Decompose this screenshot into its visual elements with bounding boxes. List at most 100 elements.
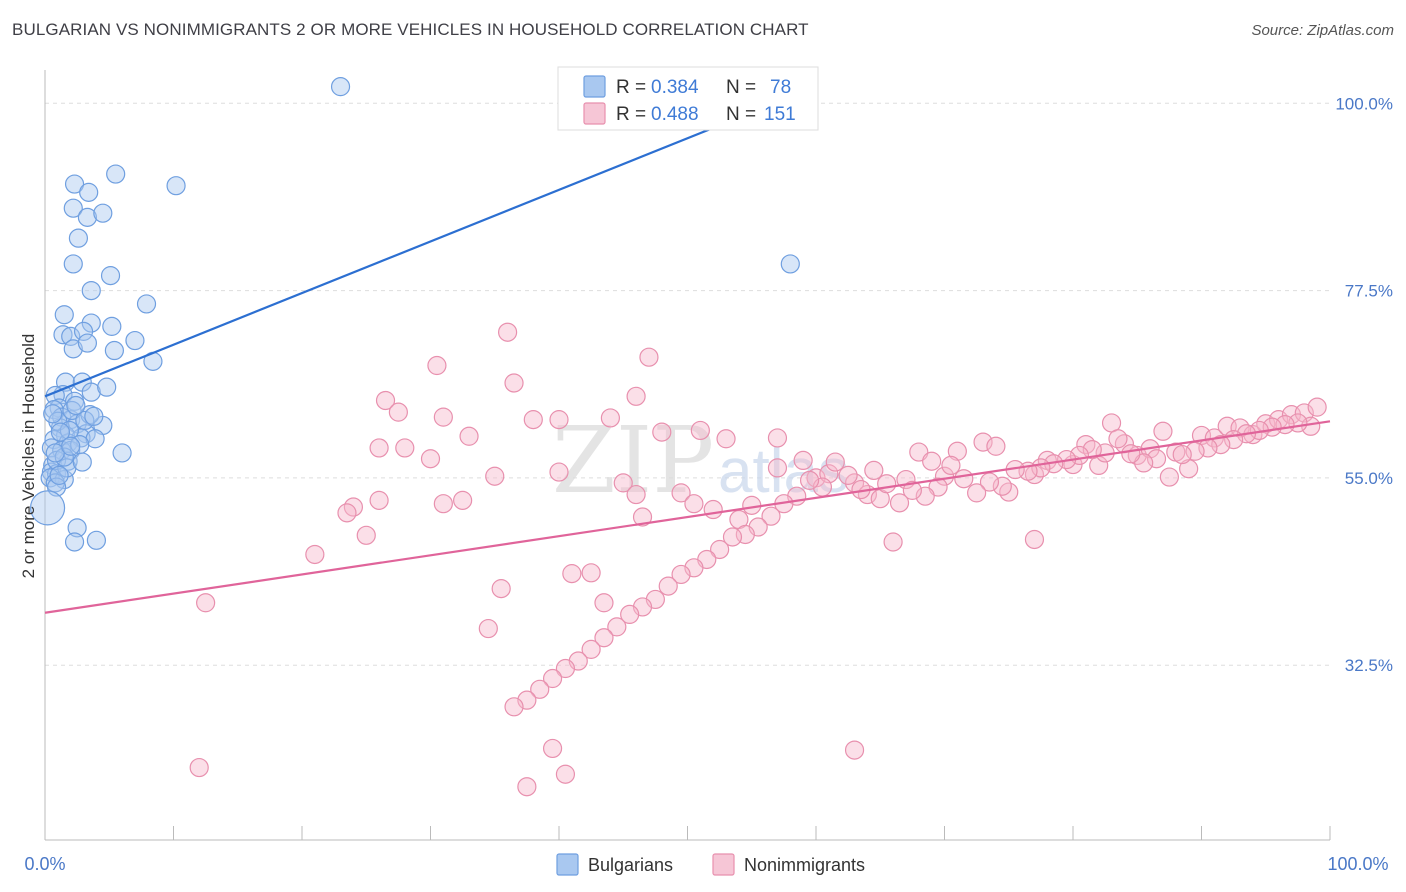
nonimmigrant-point bbox=[337, 503, 357, 523]
nonimmigrant-point bbox=[1153, 421, 1173, 441]
bulgarian-point bbox=[106, 164, 126, 184]
nonimmigrant-point bbox=[504, 697, 524, 717]
nonimmigrant-point bbox=[478, 618, 498, 639]
nonimmigrant-point bbox=[581, 563, 601, 583]
nonimmigrant-point bbox=[555, 658, 576, 679]
nonimmigrant-point bbox=[549, 462, 569, 482]
nonimmigrant-point bbox=[941, 455, 961, 476]
bulgarians-trend-line bbox=[44, 85, 817, 398]
nonimmigrant-point bbox=[877, 474, 897, 494]
nonimmigrant-point bbox=[498, 322, 518, 342]
nonimmigrant-point bbox=[542, 738, 563, 759]
nonimmigrant-point bbox=[581, 639, 601, 659]
nonimmigrant-point bbox=[491, 579, 511, 599]
nonimmigrant-point bbox=[594, 628, 614, 648]
nonimmigrant-point bbox=[710, 539, 730, 560]
nonimmigrant-point bbox=[934, 466, 955, 486]
nonimmigrant-point bbox=[883, 532, 903, 552]
nonimmigrant-point bbox=[767, 458, 788, 478]
bulgarian-point bbox=[49, 465, 69, 485]
source-label: Source: ZipAtlas.com bbox=[1251, 22, 1394, 39]
nonimmigrant-point bbox=[427, 355, 447, 376]
nonimmigrant-point bbox=[459, 426, 479, 446]
nonimmigrants-points bbox=[189, 322, 1327, 797]
nonimmigrant-point bbox=[967, 483, 987, 503]
nonimmigrant-point bbox=[620, 604, 640, 625]
x-tick-label-max: 100.0% bbox=[1327, 854, 1388, 874]
bottom-legend-label-bulgarians: Bulgarians bbox=[588, 855, 673, 875]
nonimmigrant-point bbox=[626, 386, 646, 406]
watermark: ZIP atlas bbox=[552, 407, 849, 514]
y-tick-label: 55.0% bbox=[1345, 469, 1393, 488]
nonimmigrant-point bbox=[420, 449, 441, 469]
legend-r-label-nonimmigrants: R = bbox=[616, 104, 646, 125]
y-tick-label: 32.5% bbox=[1345, 656, 1393, 675]
nonimmigrants-trend-line bbox=[44, 420, 1331, 614]
bulgarian-point bbox=[61, 326, 81, 346]
legend-n-value-nonimmigrants: 151 bbox=[764, 104, 796, 125]
bottom-legend-swatch-bulgarians bbox=[556, 853, 579, 876]
nonimmigrant-point bbox=[369, 438, 389, 458]
bulgarian-point bbox=[64, 174, 85, 194]
nonimmigrant-point bbox=[395, 438, 415, 458]
legend-r-label-bulgarians: R = bbox=[616, 77, 646, 98]
nonimmigrant-point bbox=[189, 757, 209, 778]
nonimmigrant-point bbox=[530, 679, 550, 699]
bottom-legend-label-nonimmigrants: Nonimmigrants bbox=[744, 855, 865, 875]
nonimmigrant-point bbox=[671, 483, 691, 503]
nonimmigrant-point bbox=[485, 466, 505, 486]
nonimmigrant-point bbox=[922, 451, 942, 471]
y-tick-label: 77.5% bbox=[1345, 282, 1393, 301]
bottom-legend-swatch-nonimmigrants bbox=[712, 853, 735, 876]
nonimmigrant-point bbox=[632, 507, 653, 527]
bulgarian-point bbox=[79, 182, 99, 202]
bulgarian-point bbox=[100, 266, 121, 286]
nonimmigrant-point bbox=[767, 428, 788, 448]
nonimmigrant-point bbox=[1146, 449, 1167, 469]
bulgarian-point bbox=[72, 452, 92, 472]
bulgarian-point bbox=[63, 198, 83, 218]
nonimmigrant-point bbox=[594, 593, 614, 613]
bulgarian-point bbox=[112, 443, 132, 463]
nonimmigrant-point bbox=[1121, 444, 1141, 464]
nonimmigrant-point bbox=[1172, 444, 1192, 465]
nonimmigrant-point bbox=[742, 495, 762, 515]
nonimmigrant-point bbox=[1024, 529, 1045, 550]
nonimmigrant-point bbox=[1179, 459, 1199, 479]
legend-n-value-bulgarians: 78 bbox=[770, 77, 791, 98]
nonimmigrant-point bbox=[761, 506, 781, 526]
x-ticks bbox=[44, 826, 1331, 840]
nonimmigrant-point bbox=[825, 452, 845, 472]
bulgarian-point bbox=[66, 395, 86, 416]
bulgarians-points bbox=[29, 77, 800, 552]
nonimmigrant-point bbox=[947, 441, 967, 461]
nonimmigrant-point bbox=[844, 740, 865, 760]
nonimmigrant-point bbox=[542, 668, 563, 689]
nonimmigrant-point bbox=[889, 493, 910, 513]
nonimmigrant-point bbox=[305, 544, 325, 565]
y-tick-label: 100.0% bbox=[1335, 94, 1393, 113]
bulgarian-point bbox=[68, 228, 89, 248]
legend-swatch-bulgarians bbox=[583, 75, 606, 98]
bulgarian-point bbox=[63, 254, 83, 274]
trend-lines bbox=[44, 85, 1331, 614]
y-tick-labels: 32.5% 55.0% 77.5% 100.0% bbox=[1335, 94, 1393, 675]
nonimmigrant-point bbox=[369, 490, 389, 510]
nonimmigrant-point bbox=[973, 432, 993, 452]
bulgarian-point bbox=[125, 330, 145, 351]
bulgarian-point bbox=[84, 406, 104, 426]
bulgarian-point bbox=[77, 207, 98, 227]
bulgarian-point bbox=[166, 176, 186, 196]
nonimmigrant-point bbox=[722, 527, 743, 547]
nonimmigrant-point bbox=[690, 420, 710, 441]
bulgarian-point bbox=[53, 325, 73, 345]
nonimmigrant-point bbox=[684, 494, 704, 514]
nonimmigrant-point bbox=[626, 484, 646, 505]
nonimmigrant-point bbox=[639, 347, 659, 367]
nonimmigrant-point bbox=[986, 436, 1006, 456]
nonimmigrant-point bbox=[799, 470, 820, 490]
nonimmigrant-point bbox=[600, 408, 621, 428]
bulgarian-point bbox=[64, 532, 85, 552]
bulgarian-point bbox=[81, 382, 101, 402]
top-legend: R = 0.384 N = 78 R = 0.488 N = 151 bbox=[557, 66, 819, 131]
